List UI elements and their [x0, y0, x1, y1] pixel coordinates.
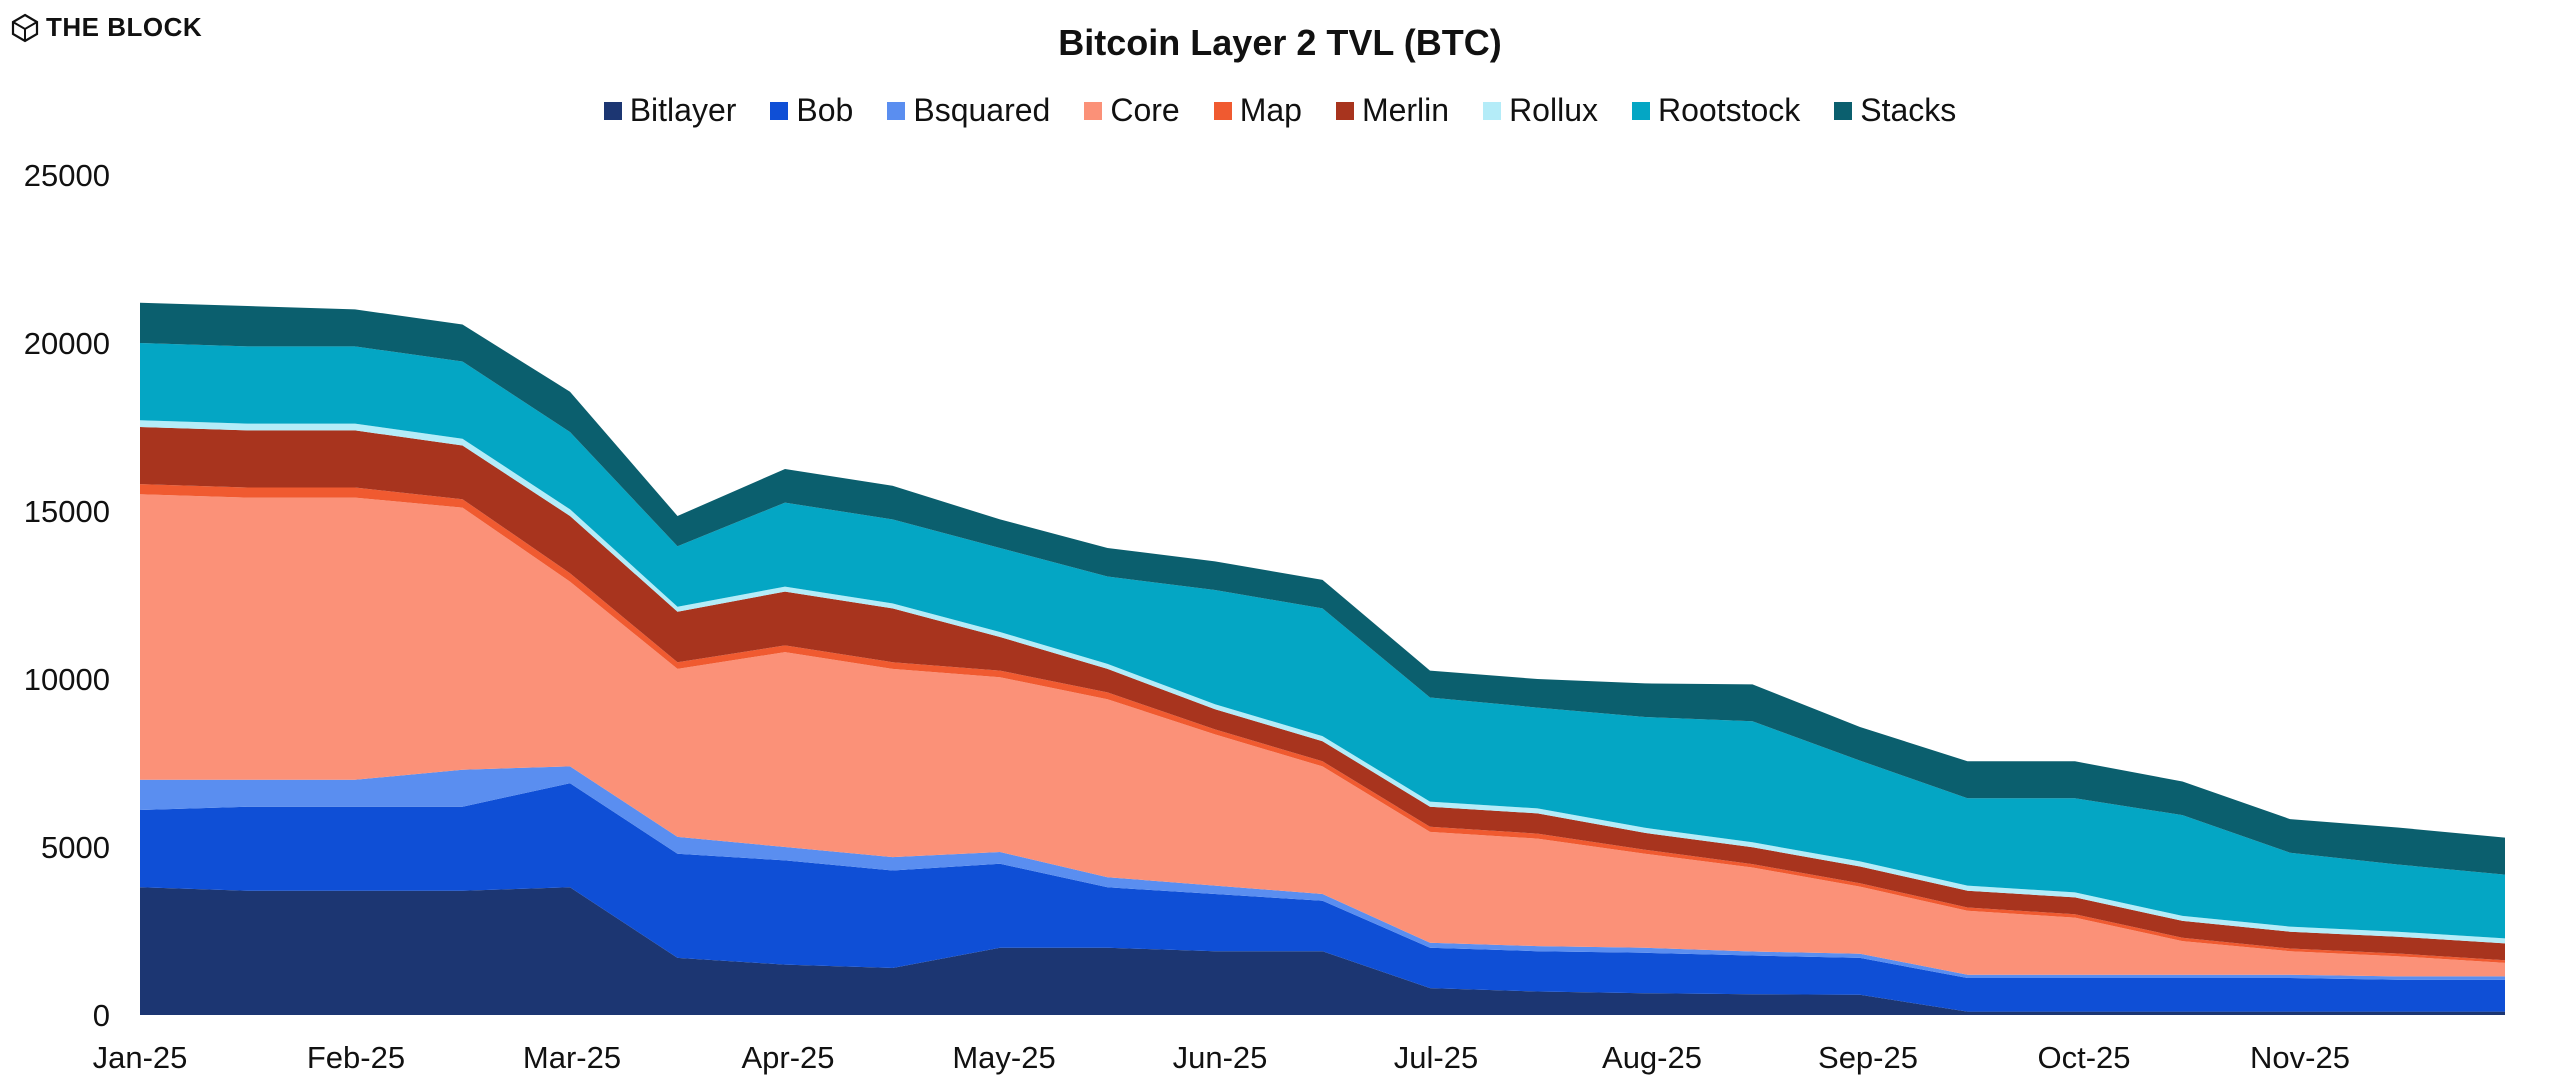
- x-tick-label: Jul-25: [1394, 1040, 1478, 1075]
- legend-item-core[interactable]: Core: [1084, 92, 1180, 129]
- x-tick-label: Mar-25: [523, 1040, 621, 1075]
- area-series-core[interactable]: [140, 494, 2505, 977]
- legend-label: Rootstock: [1657, 92, 1801, 128]
- legend-label: Bitlayer: [629, 92, 737, 128]
- y-tick-label: 25000: [24, 158, 110, 193]
- legend-swatch: [770, 101, 789, 120]
- y-tick-label: 0: [93, 998, 110, 1033]
- legend-item-merlin[interactable]: Merlin: [1335, 92, 1450, 129]
- x-tick-label: Jun-25: [1173, 1040, 1268, 1075]
- area-series-bob[interactable]: [140, 783, 2505, 1012]
- legend-item-rootstock[interactable]: Rootstock: [1631, 92, 1801, 129]
- legend-swatch: [887, 101, 906, 120]
- legend-item-bob[interactable]: Bob: [770, 92, 853, 129]
- legend-label: Map: [1239, 92, 1302, 128]
- brand-logo: THE BLOCK: [10, 12, 202, 43]
- legend-swatch: [603, 101, 622, 120]
- legend-swatch: [1834, 101, 1853, 120]
- legend-item-rollux[interactable]: Rollux: [1483, 92, 1598, 129]
- legend-item-bitlayer[interactable]: Bitlayer: [603, 92, 737, 129]
- chart-legend: Bitlayer Bob Bsquared Core Map Merlin Rollux Ro…: [0, 92, 2560, 129]
- y-tick-label: 10000: [24, 662, 110, 697]
- x-tick-label: Feb-25: [307, 1040, 405, 1075]
- legend-label: Bsquared: [913, 92, 1051, 128]
- area-series-rootstock[interactable]: [140, 343, 2505, 939]
- legend-label: Bob: [796, 92, 854, 128]
- area-series-bsquared[interactable]: [140, 766, 2505, 980]
- x-tick-label: Jan-25: [93, 1040, 188, 1075]
- legend-swatch: [1335, 101, 1354, 120]
- x-tick-label: Oct-25: [2037, 1040, 2130, 1075]
- x-tick-label: Nov-25: [2250, 1040, 2350, 1075]
- cube-logo-icon: [11, 13, 39, 42]
- legend-label: Core: [1110, 92, 1180, 128]
- brand-name: THE BLOCK: [46, 12, 203, 42]
- legend-swatch: [1084, 101, 1103, 120]
- legend-swatch: [1483, 101, 1502, 120]
- legend-label: Stacks: [1860, 92, 1957, 128]
- legend-item-bsquared[interactable]: Bsquared: [887, 92, 1050, 129]
- y-tick-label: 15000: [24, 494, 110, 529]
- y-tick-label: 5000: [41, 830, 110, 865]
- chart-title: Bitcoin Layer 2 TVL (BTC): [1058, 22, 1502, 63]
- area-series-stacks[interactable]: [140, 302, 2505, 875]
- x-tick-label: May-25: [952, 1040, 1055, 1075]
- legend-swatch: [1631, 101, 1650, 120]
- x-tick-label: Sep-25: [1818, 1040, 1918, 1075]
- legend-label: Rollux: [1509, 92, 1598, 128]
- legend-label: Merlin: [1361, 92, 1450, 128]
- legend-swatch: [1213, 101, 1232, 120]
- y-tick-label: 20000: [24, 326, 110, 361]
- legend-item-map[interactable]: Map: [1213, 92, 1302, 129]
- legend-item-stacks[interactable]: Stacks: [1834, 92, 1956, 129]
- area-series-bitlayer[interactable]: [140, 887, 2505, 1015]
- area-series-merlin[interactable]: [140, 427, 2505, 961]
- x-tick-label: Apr-25: [741, 1040, 834, 1075]
- x-tick-label: Aug-25: [1602, 1040, 1702, 1075]
